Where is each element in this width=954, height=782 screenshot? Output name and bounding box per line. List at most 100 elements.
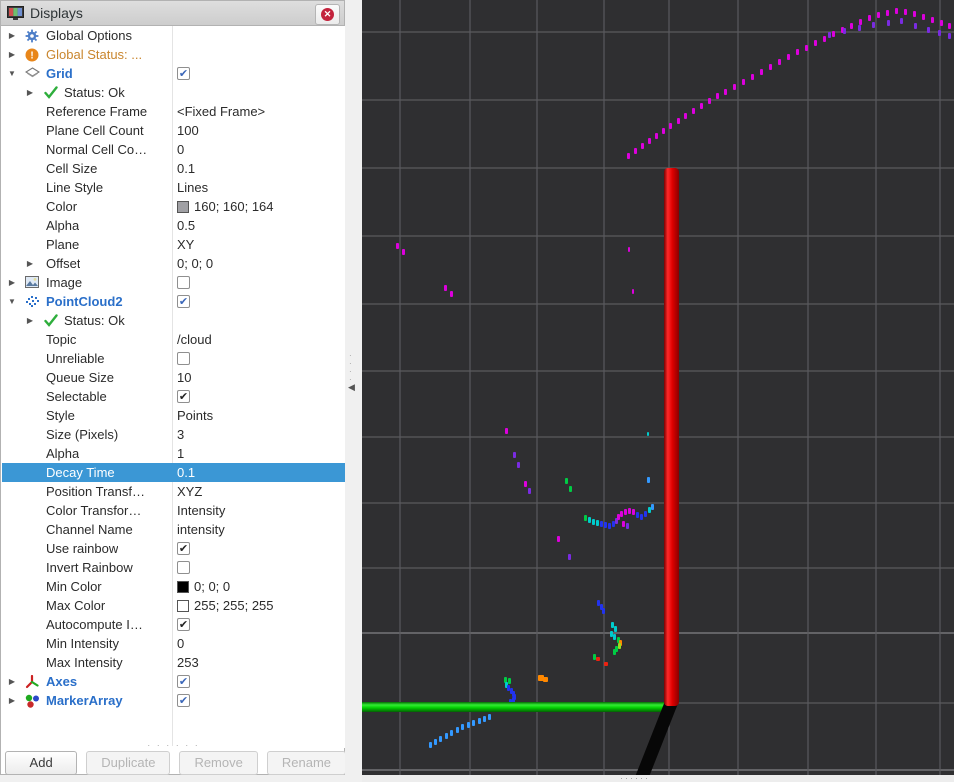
- row-value[interactable]: 0; 0; 0: [177, 577, 230, 596]
- tree-row-invert-rainbow[interactable]: Invert Rainbow: [2, 558, 345, 577]
- tree-row-markerarray[interactable]: ▶ MarkerArray ✔: [2, 691, 345, 710]
- remove-button[interactable]: Remove: [179, 750, 258, 775]
- tree-row-color-transfor[interactable]: Color Transfor… Intensity: [2, 501, 345, 520]
- row-value[interactable]: 253: [177, 655, 199, 670]
- tree-resize-grip[interactable]: · · · · · ·: [147, 740, 200, 749]
- tree-row-grid[interactable]: ▼ Grid ✔: [2, 64, 345, 83]
- add-button[interactable]: Add: [5, 750, 78, 775]
- expand-arrow-icon[interactable]: ▶: [26, 88, 34, 97]
- tree-row-offset[interactable]: ▶ Offset 0; 0; 0: [2, 254, 345, 273]
- color-swatch[interactable]: [177, 599, 189, 612]
- row-value[interactable]: 0: [177, 636, 185, 651]
- tree-row-status-ok[interactable]: ▶ Status: Ok: [2, 83, 345, 102]
- tree-row-status-ok[interactable]: ▶ Status: Ok: [2, 311, 345, 330]
- row-value[interactable]: 1: [177, 446, 185, 461]
- cloud-point: [429, 742, 432, 748]
- tree-row-image[interactable]: ▶ Image: [2, 273, 345, 292]
- duplicate-button[interactable]: Duplicate: [86, 750, 171, 775]
- checkbox[interactable]: ✔: [177, 67, 190, 80]
- row-value: ✔: [177, 615, 190, 634]
- bottom-splitter[interactable]: ······: [362, 773, 954, 782]
- tree-row-position-transf[interactable]: Position Transf… XYZ: [2, 482, 345, 501]
- tree-row-alpha[interactable]: Alpha 1: [2, 444, 345, 463]
- tree-row-axes[interactable]: ▶ Axes ✔: [2, 672, 345, 691]
- tree-row-normal-cell-co[interactable]: Normal Cell Co… 0: [2, 140, 345, 159]
- tree-row-style[interactable]: Style Points: [2, 406, 345, 425]
- row-value[interactable]: /cloud: [177, 332, 212, 347]
- tree-row-line-style[interactable]: Line Style Lines: [2, 178, 345, 197]
- expand-arrow-icon[interactable]: ▶: [26, 316, 34, 325]
- checkbox[interactable]: ✔: [177, 295, 190, 308]
- tree-row-max-color[interactable]: Max Color 255; 255; 255: [2, 596, 345, 615]
- tree-row-decay-time[interactable]: Decay Time 0.1: [2, 463, 345, 482]
- checkbox[interactable]: [177, 276, 190, 289]
- checkbox[interactable]: [177, 352, 190, 365]
- tree-row-min-color[interactable]: Min Color 0; 0; 0: [2, 577, 345, 596]
- row-value[interactable]: 0.1: [177, 465, 196, 480]
- collapse-arrow-icon[interactable]: ▼: [8, 69, 16, 78]
- row-value[interactable]: Intensity: [177, 503, 226, 518]
- cloud-point: [472, 720, 475, 726]
- row-value[interactable]: XYZ: [177, 484, 203, 499]
- row-value[interactable]: 0; 0; 0: [177, 256, 214, 271]
- checkbox[interactable]: ✔: [177, 542, 190, 555]
- row-value[interactable]: 255; 255; 255: [177, 596, 274, 615]
- tree-row-max-intensity[interactable]: Max Intensity 253: [2, 653, 345, 672]
- displays-panel-titlebar[interactable]: Displays ✕: [1, 1, 344, 26]
- checkbox[interactable]: ✔: [177, 694, 190, 707]
- checkbox[interactable]: ✔: [177, 390, 190, 403]
- row-value[interactable]: 0.5: [177, 218, 196, 233]
- row-value[interactable]: 100: [177, 123, 199, 138]
- cloud-point: [796, 49, 799, 55]
- panel-splitter[interactable]: · · · · ◀: [345, 0, 362, 782]
- tree-row-color[interactable]: Color 160; 160; 164: [2, 197, 345, 216]
- row-value[interactable]: <Fixed Frame>: [177, 104, 266, 119]
- cloud-point: [628, 247, 630, 252]
- row-value[interactable]: Points: [177, 408, 214, 423]
- expand-arrow-icon[interactable]: ▶: [8, 696, 16, 705]
- tree-row-selectable[interactable]: Selectable ✔: [2, 387, 345, 406]
- close-button[interactable]: ✕: [315, 4, 340, 25]
- render-viewport-3d[interactable]: [362, 0, 954, 775]
- row-value[interactable]: 3: [177, 427, 185, 442]
- tree-row-queue-size[interactable]: Queue Size 10: [2, 368, 345, 387]
- tree-row-size-pixels[interactable]: Size (Pixels) 3: [2, 425, 345, 444]
- tree-row-alpha[interactable]: Alpha 0.5: [2, 216, 345, 235]
- row-value[interactable]: 0.1: [177, 161, 196, 176]
- color-swatch[interactable]: [177, 200, 189, 213]
- tree-row-reference-frame[interactable]: Reference Frame <Fixed Frame>: [2, 102, 345, 121]
- row-value[interactable]: XY: [177, 237, 195, 252]
- row-value[interactable]: 0: [177, 142, 185, 157]
- tree-row-use-rainbow[interactable]: Use rainbow ✔: [2, 539, 345, 558]
- tree-row-topic[interactable]: Topic/cloud: [2, 330, 345, 349]
- row-value[interactable]: 160; 160; 164: [177, 197, 274, 216]
- tree-row-pointcloud2[interactable]: ▼ PointCloud2 ✔: [2, 292, 345, 311]
- splitter-collapse-arrow-icon[interactable]: ◀: [348, 382, 355, 392]
- viewport-canvas[interactable]: [362, 0, 954, 775]
- row-value[interactable]: Lines: [177, 180, 209, 195]
- tree-row-cell-size[interactable]: Cell Size 0.1: [2, 159, 345, 178]
- checkbox[interactable]: [177, 561, 190, 574]
- row-label: Image: [46, 275, 83, 290]
- tree-row-autocompute-i[interactable]: Autocompute I… ✔: [2, 615, 345, 634]
- expand-arrow-icon[interactable]: ▶: [8, 31, 16, 40]
- tree-row-channel-name[interactable]: Channel Name intensity: [2, 520, 345, 539]
- expand-arrow-icon[interactable]: ▶: [8, 278, 16, 287]
- tree-row-unreliable[interactable]: Unreliable: [2, 349, 345, 368]
- tree-row-min-intensity[interactable]: Min Intensity 0: [2, 634, 345, 653]
- expand-arrow-icon[interactable]: ▶: [26, 259, 34, 268]
- rename-button[interactable]: Rename: [266, 750, 346, 775]
- tree-row-plane[interactable]: Plane XY: [2, 235, 345, 254]
- collapse-arrow-icon[interactable]: ▼: [8, 297, 16, 306]
- tree-row-global-options[interactable]: ▶ Global Options: [2, 26, 345, 45]
- tree-row-plane-cell-count[interactable]: Plane Cell Count 100: [2, 121, 345, 140]
- expand-arrow-icon[interactable]: ▶: [8, 50, 16, 59]
- row-value[interactable]: intensity: [177, 522, 225, 537]
- row-value[interactable]: 10: [177, 370, 192, 385]
- cloud-point: [651, 504, 654, 510]
- expand-arrow-icon[interactable]: ▶: [8, 677, 16, 686]
- color-swatch[interactable]: [177, 580, 189, 593]
- checkbox[interactable]: ✔: [177, 618, 190, 631]
- tree-row-global-status[interactable]: ▶! Global Status: ...: [2, 45, 345, 64]
- checkbox[interactable]: ✔: [177, 675, 190, 688]
